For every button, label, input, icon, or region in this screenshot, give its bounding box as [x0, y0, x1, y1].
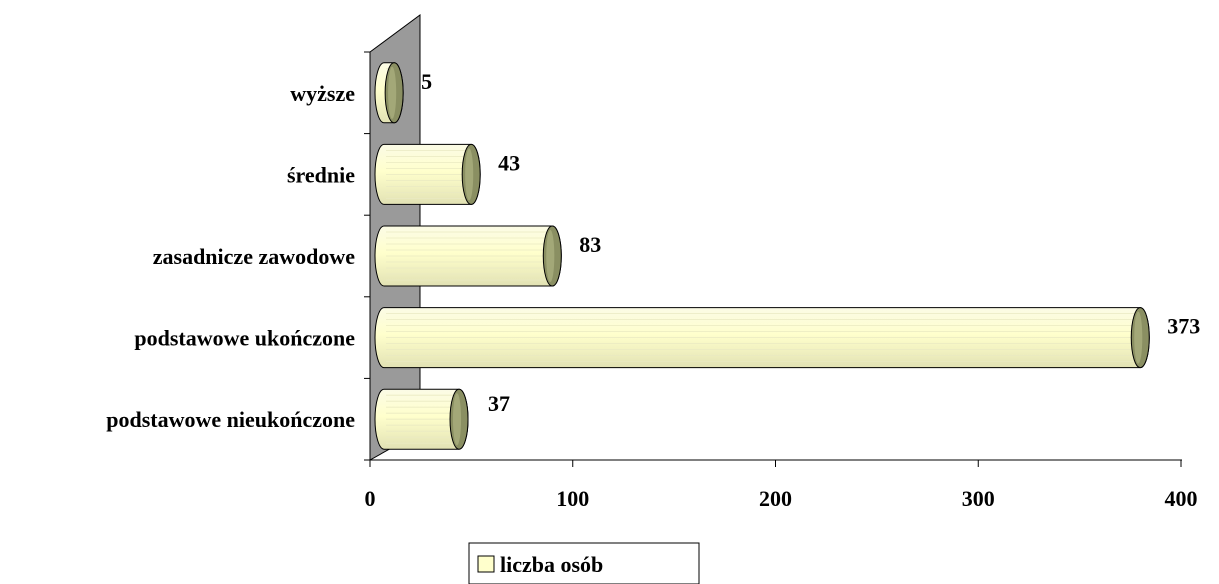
bar	[374, 307, 1150, 369]
x-tick-label: 0	[365, 486, 376, 511]
bar	[374, 62, 404, 124]
x-tick-label: 400	[1165, 486, 1198, 511]
bar-cap-highlight	[465, 148, 474, 201]
data-label: 5	[421, 69, 432, 94]
legend: liczba osób	[468, 542, 700, 584]
x-tick-label: 100	[556, 486, 589, 511]
bar-cap-highlight	[388, 66, 397, 119]
x-tick-label: 300	[962, 486, 995, 511]
data-label: 43	[498, 150, 520, 175]
data-label: 83	[579, 232, 601, 257]
legend-swatch	[477, 555, 495, 573]
bar-cap-highlight	[452, 393, 462, 446]
bar-cap-highlight	[546, 230, 555, 282]
category-ticks	[364, 51, 370, 461]
category-labels: podstawowe nieukończone podstawowe ukończ…	[106, 81, 355, 432]
data-labels: 37 373 83 43 5	[421, 69, 1200, 416]
data-label: 37	[488, 391, 510, 416]
category-label: średnie	[287, 162, 355, 187]
tick-labels: 0 100 200 300 400	[365, 486, 1198, 511]
bars-group	[374, 62, 1150, 450]
bar	[374, 225, 562, 287]
bar	[374, 143, 481, 205]
bar-cap-highlight	[1134, 311, 1143, 364]
category-label: wyższe	[290, 81, 355, 106]
value-ticks	[369, 460, 1182, 467]
legend-frame	[468, 542, 700, 584]
x-tick-label: 200	[759, 486, 792, 511]
category-label: zasadnicze zawodowe	[153, 244, 355, 269]
category-label: podstawowe nieukończone	[106, 407, 355, 432]
category-label: podstawowe ukończone	[134, 326, 355, 351]
data-label: 373	[1167, 314, 1200, 339]
legend-label: liczba osób	[500, 552, 603, 577]
bar	[374, 388, 469, 450]
